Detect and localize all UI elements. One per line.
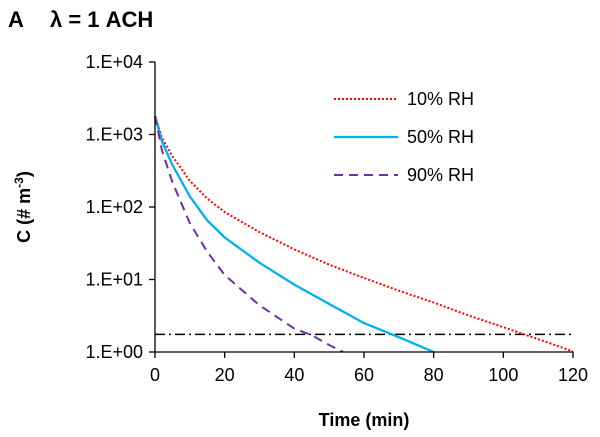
tick-labels: 0 20 40 60 80 100 120 1.E+00 1.E+01 1.E+02 1.E+03 1… xyxy=(85,52,588,385)
series-line-2 xyxy=(153,115,435,354)
x-tick-label: 80 xyxy=(424,365,444,385)
y-tick-label: 1.E+02 xyxy=(85,197,143,217)
legend-label-3: 90% RH xyxy=(407,165,474,185)
x-tick-label: 40 xyxy=(284,365,304,385)
x-tick-label: 20 xyxy=(215,365,235,385)
panel-letter: A xyxy=(8,7,24,32)
y-axis-label-superscript: -3 xyxy=(12,177,26,188)
plot-area xyxy=(153,115,574,354)
y-axis-label: C (# m-3) xyxy=(12,171,34,243)
x-tick-label: 120 xyxy=(558,365,588,385)
y-tick-label: 1.E+00 xyxy=(85,342,143,362)
x-axis-label: Time (min) xyxy=(319,410,410,430)
x-tick-label: 0 xyxy=(150,365,160,385)
y-tick-label: 1.E+04 xyxy=(85,52,143,72)
x-tick-label: 60 xyxy=(354,365,374,385)
series-line-1 xyxy=(154,115,574,353)
y-axis-label-prefix: C (# m xyxy=(14,188,34,243)
y-axis-label-suffix: ) xyxy=(14,171,34,177)
legend-label-1: 10% RH xyxy=(407,89,474,109)
legend-label-2: 50% RH xyxy=(407,127,474,147)
chart-title: λ = 1 ACH xyxy=(50,7,153,32)
x-tick-label: 100 xyxy=(488,365,518,385)
y-tick-label: 1.E+03 xyxy=(85,125,143,145)
series-line-3 xyxy=(154,115,344,353)
tick-marks xyxy=(149,61,574,358)
y-tick-label: 1.E+01 xyxy=(85,270,143,290)
legend: 10% RH 50% RH 90% RH xyxy=(334,89,474,185)
